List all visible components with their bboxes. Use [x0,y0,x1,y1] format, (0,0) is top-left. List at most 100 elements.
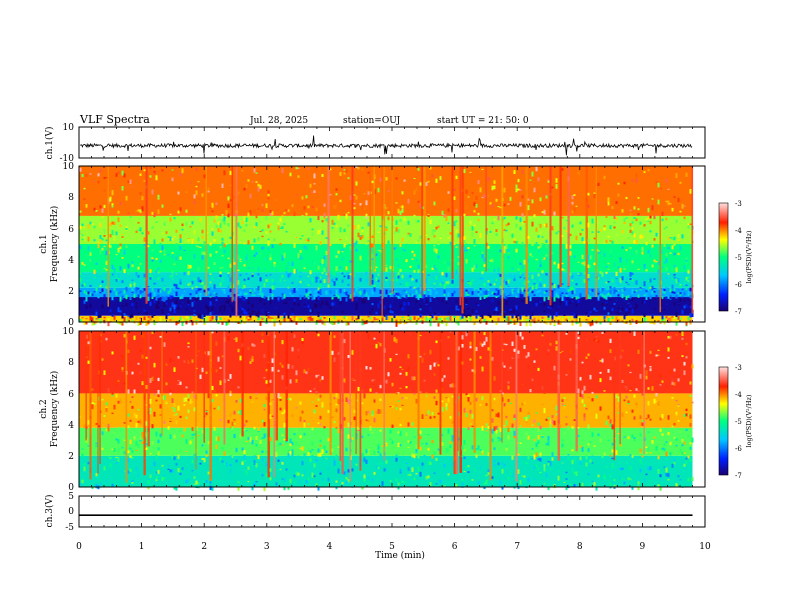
spectrogram-cell [447,397,450,403]
spectrogram-cell [597,263,600,268]
spectrogram-cell [87,245,90,251]
spectrogram-cell [215,250,218,254]
spectrogram-cell [185,320,188,325]
spectrogram-cell [401,404,404,406]
spectrogram-cell [663,320,666,325]
spectrogram-cell [643,478,646,483]
spectrogram-cell [445,448,448,453]
spectrogram-cell [309,442,312,445]
spectrogram-cell [647,286,650,291]
spectrogram-cell [187,264,190,269]
spectrogram-cell [119,201,122,205]
spectrogram-cell [607,292,610,296]
spectrogram-sferic [205,166,207,296]
spectrogram-cell [195,245,198,247]
ch1-freq-tick-8: 8 [68,193,74,203]
spectrogram-sferic [223,331,226,445]
spectrogram-cell [575,471,578,476]
spectrogram-cell [625,460,628,464]
spectrogram-cell [379,289,382,294]
spectrogram-cell [435,248,438,254]
spectrogram-cell [631,485,634,490]
spectrogram-cell [609,338,612,343]
spectrogram-cell [243,455,246,460]
spectrogram-cell [283,477,286,482]
spectrogram-cell [603,475,606,480]
spectrogram-cell [465,243,468,246]
spectrogram-cell [275,439,278,443]
spectrogram-cell [463,312,466,317]
spectrogram-cell [387,295,390,299]
spectrogram-cell [641,420,644,422]
spectrogram-cell [479,277,482,280]
spectrogram-cell [589,441,592,443]
spectrogram-cell [433,451,436,455]
spectrogram-cell [445,321,448,327]
spectrogram-cell [667,356,670,359]
spectrogram-cell [547,353,550,355]
spectrogram-cell [219,317,222,320]
spectrogram-cell [385,379,388,384]
spectrogram-cell [605,465,608,468]
spectrogram-cell [133,436,136,440]
spectrogram-cell [265,450,268,454]
spectrogram-cell [429,317,432,322]
spectrogram-cell [467,291,470,295]
spectrogram-cell [607,281,610,283]
spectrogram-cell [663,443,666,447]
spectrogram-cell [241,282,244,286]
spectrogram-cell [465,189,468,194]
spectrogram-cell [573,471,576,474]
spectrogram-cell [161,245,164,251]
spectrogram-cell [151,296,154,299]
spectrogram-cell [193,200,196,204]
spectrogram-cell [305,212,308,216]
spectrogram-cell [507,434,510,440]
spectrogram-cell [257,427,260,431]
spectrogram-cell [331,448,334,452]
spectrogram-cell [359,316,362,321]
spectrogram-cell [261,437,264,439]
spectrogram-cell [433,362,436,367]
spectrogram-cell [227,295,230,298]
spectrogram-cell [427,278,430,284]
spectrogram-cell [195,190,198,196]
spectrogram-cell [157,439,160,444]
spectrogram-cell [91,404,94,410]
spectrogram-cell [675,440,678,444]
spectrogram-cell [559,299,562,304]
spectrogram-cell [441,317,444,321]
spectrogram-cell [583,240,586,244]
spectrogram-cell [121,236,124,238]
spectrogram-cell [479,465,482,469]
spectrogram-cell [651,264,654,268]
spectrogram-cell [79,245,82,249]
spectrogram-cell [473,239,476,244]
spectrogram-cell [377,340,380,343]
spectrogram-cell [83,286,86,289]
spectrogram-cell [621,320,624,322]
spectrogram-cell [569,349,572,354]
spectrogram-cell [367,449,370,451]
spectrogram-cell [457,237,460,241]
spectrogram-cell [675,438,678,441]
spectrogram-cell [615,279,618,285]
spectrogram-cell [161,296,164,302]
spectrogram-cell [505,229,508,232]
spectrogram-cell [519,226,522,231]
spectrogram-cell [323,263,326,267]
spectrogram-cell [95,445,98,447]
spectrogram-cell [679,430,682,433]
spectrogram-cell [363,474,366,479]
spectrogram-cell [455,269,458,274]
spectrogram-sferic [613,331,616,461]
spectrogram-cell [297,455,300,459]
spectrogram-cell [577,261,580,263]
spectrogram-cell [543,296,546,302]
spectrogram-cell [539,289,542,293]
spectrogram-cell [585,319,588,321]
spectrogram-cell [85,318,88,320]
spectrogram-cell [629,390,632,392]
spectrogram-cell [455,484,458,487]
spectrogram-cell [609,299,612,301]
